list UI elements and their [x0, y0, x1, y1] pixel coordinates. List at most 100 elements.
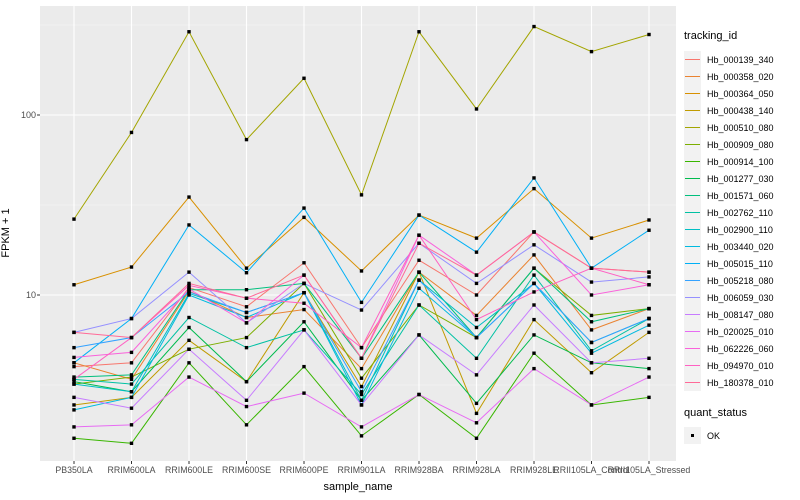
data-point — [589, 49, 594, 54]
legend-item: Hb_001277_030 — [684, 170, 800, 187]
data-point — [187, 281, 191, 286]
legend-item: Hb_180378_010 — [684, 374, 800, 391]
series-color-line-icon — [685, 161, 700, 163]
data-point — [647, 356, 651, 360]
legend-item-label: Hb_000909_080 — [707, 139, 774, 150]
data-point — [359, 376, 364, 380]
data-point — [359, 345, 364, 350]
legend-key-swatch — [684, 323, 701, 340]
data-point — [244, 296, 249, 300]
data-point — [129, 423, 134, 427]
data-point — [72, 355, 76, 360]
legend-item: Hb_003440_020 — [684, 238, 800, 255]
data-point — [129, 382, 134, 386]
data-point — [532, 186, 536, 191]
data-point — [129, 265, 134, 269]
data-point — [532, 266, 536, 270]
data-point — [302, 281, 306, 286]
x-tick-label: RRIM600SE — [222, 465, 271, 475]
data-point — [532, 333, 536, 337]
legend-item: Hb_005015_110 — [684, 255, 800, 272]
data-point — [647, 32, 651, 37]
legend-key-swatch — [684, 51, 701, 68]
data-point — [187, 287, 191, 291]
data-point — [532, 176, 536, 180]
data-point — [474, 250, 479, 254]
legend-item: Hb_000438_140 — [684, 102, 800, 119]
data-point — [474, 356, 479, 360]
data-point — [244, 335, 249, 340]
legend-items: Hb_000139_340 Hb_000358_020 Hb_000364_050 H… — [684, 51, 800, 391]
point-swatch — [684, 427, 701, 444]
legend: tracking_id Hb_000139_340 Hb_000358_020 Hb… — [684, 0, 800, 444]
series-color-line-icon — [685, 195, 700, 197]
series-color-line-icon — [685, 229, 700, 231]
legend-item-label: Hb_062226_060 — [707, 343, 774, 354]
legend-item-label: Hb_006059_030 — [707, 292, 774, 303]
data-point — [532, 281, 536, 286]
data-point — [244, 404, 249, 409]
series-color-line-icon — [685, 93, 700, 95]
data-point — [129, 375, 134, 379]
legend-key-swatch — [684, 136, 701, 153]
y-tick-label-10: 10 — [25, 290, 36, 300]
x-tick-label: RRIM600LA — [107, 465, 156, 475]
data-point — [417, 213, 421, 217]
data-point — [647, 275, 651, 279]
legend-item-ok: OK — [684, 427, 800, 444]
legend-item: Hb_000914_100 — [684, 153, 800, 170]
data-point — [589, 293, 594, 297]
series-color-line-icon — [685, 331, 700, 333]
data-point — [302, 206, 306, 210]
series-color-line-icon — [685, 144, 700, 146]
data-point — [417, 333, 421, 337]
legend-item-label: OK — [707, 430, 721, 441]
series-color-line-icon — [685, 297, 700, 299]
data-point — [129, 406, 134, 410]
legend-item-label: Hb_005218_080 — [707, 275, 774, 286]
data-point — [647, 270, 651, 274]
data-point — [72, 403, 76, 407]
data-point — [647, 375, 651, 379]
x-tick-label: PB350LA — [55, 465, 93, 475]
data-point — [417, 30, 421, 34]
legend-key-swatch — [684, 357, 701, 374]
data-point — [302, 328, 306, 332]
data-point — [187, 270, 191, 274]
series-color-line-icon — [685, 76, 700, 78]
data-point — [589, 349, 594, 353]
series-color-line-icon — [685, 365, 700, 367]
y-tick-label-100: 100 — [20, 110, 36, 120]
data-point — [532, 317, 536, 322]
data-point — [244, 305, 249, 309]
series-color-line-icon — [685, 314, 700, 316]
data-point — [474, 325, 479, 330]
data-point — [359, 269, 364, 273]
data-point — [302, 301, 306, 305]
data-point — [72, 377, 76, 382]
data-point — [474, 421, 479, 425]
data-point — [474, 436, 479, 440]
data-point — [647, 218, 651, 222]
legend-item: Hb_000358_020 — [684, 68, 800, 85]
x-axis-title: sample_name — [323, 481, 393, 493]
legend-item-label: Hb_180378_010 — [707, 377, 774, 388]
data-point — [589, 328, 594, 332]
legend-item-label: Hb_000914_100 — [707, 156, 774, 167]
data-point — [72, 375, 76, 379]
legend-item-label: Hb_002900_110 — [707, 224, 773, 235]
data-point — [72, 382, 76, 386]
data-point — [647, 366, 651, 371]
data-point — [359, 384, 364, 389]
x-tick-label: RRIM928LA — [452, 465, 501, 475]
series-color-line-icon — [685, 348, 700, 350]
data-point — [647, 283, 651, 287]
data-point — [129, 335, 134, 340]
legend-item-label: Hb_003440_020 — [707, 241, 774, 252]
legend-item: Hb_005218_080 — [684, 272, 800, 289]
data-point — [359, 403, 364, 407]
series-color-line-icon — [685, 178, 700, 180]
data-point — [474, 107, 479, 111]
